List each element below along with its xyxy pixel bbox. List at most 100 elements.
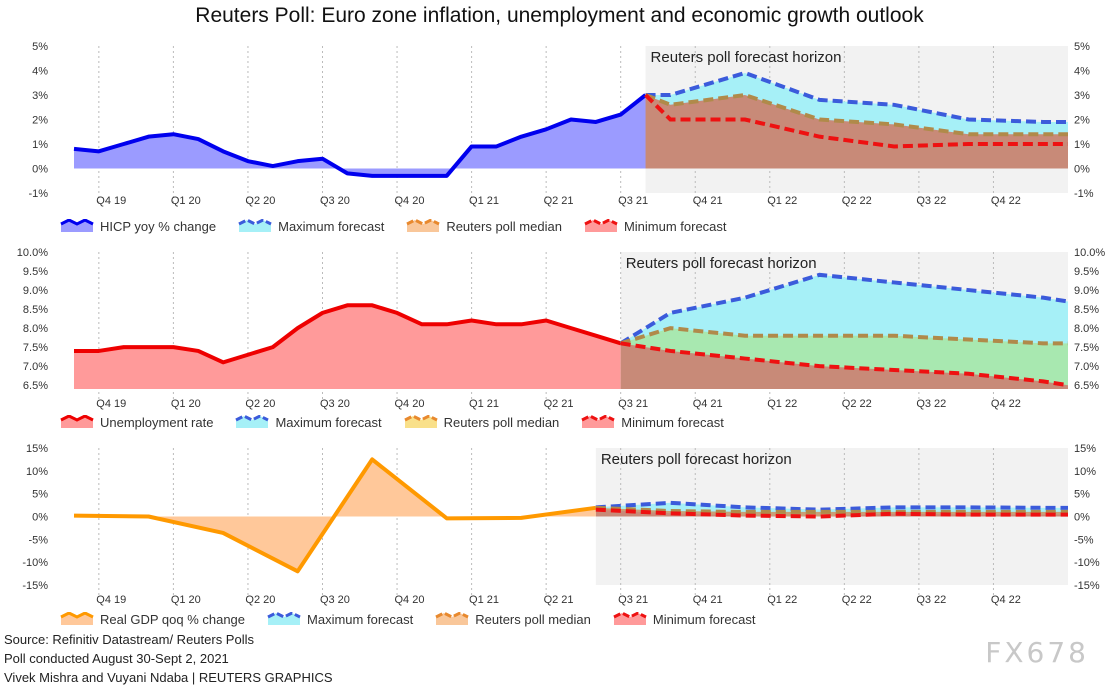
unemployment-quarter-label: Q2 21	[544, 398, 574, 410]
gdp-quarter-label: Q3 22	[916, 594, 946, 606]
inflation-forecast-label: Reuters poll forecast horizon	[651, 49, 842, 66]
gdp-quarter-label: Q4 19	[96, 594, 126, 606]
gdp-quarter-label: Q3 20	[320, 594, 350, 606]
legend-label-infl-median: Reuters poll median	[446, 218, 562, 234]
unemployment-quarter-label: Q1 21	[469, 398, 499, 410]
inflation-legend: HICP yoy % change Maximum forecast Reute…	[60, 217, 749, 235]
legend-swatch-gdp-median	[435, 612, 469, 625]
legend-item-infl-max: Maximum forecast	[238, 219, 384, 234]
inflation-quarter-label: Q1 21	[469, 195, 499, 207]
unemployment-forecast-label: Reuters poll forecast horizon	[626, 255, 817, 272]
unemployment-legend: Unemployment rate Maximum forecast Reute…	[60, 413, 746, 431]
legend-swatch-infl-max	[238, 219, 272, 232]
unemployment-quarter-label: Q3 21	[618, 398, 648, 410]
legend-swatch-unemp	[60, 415, 94, 428]
legend-label-unemp-max: Maximum forecast	[275, 414, 382, 430]
unemployment-ytick-right: 6.5%	[1074, 380, 1099, 392]
gdp-quarter-label: Q4 20	[394, 594, 424, 606]
inflation-min-area	[645, 95, 1068, 169]
unemployment-min-area	[620, 343, 1068, 389]
inflation-min-line	[644, 93, 1068, 149]
legend-swatch-hicp	[60, 219, 94, 232]
legend-item-unemp-median: Reuters poll median	[403, 414, 560, 430]
legend-swatch-gdp-min	[613, 612, 647, 625]
unemployment-median-line	[620, 326, 1068, 346]
legend-label-unemp-median: Reuters poll median	[443, 414, 560, 430]
inflation-max-line	[645, 70, 1068, 124]
gdp-ytick-left: -15%	[22, 580, 48, 592]
unemployment-quarter-label: Q3 20	[320, 398, 350, 410]
unemployment-quarter-label: Q2 20	[245, 398, 275, 410]
gdp-ytick-right: 15%	[1074, 443, 1096, 455]
legend-label-gdp: Real GDP qoq % change	[100, 611, 246, 627]
unemployment-ytick-left: 8.0%	[23, 323, 48, 335]
inflation-quarter-label: Q1 22	[767, 195, 797, 207]
watermark: FX678	[985, 636, 1089, 669]
gdp-legend: Real GDP qoq % change Maximum forecast R…	[60, 610, 777, 628]
legend-label-unemp: Unemployment rate	[100, 414, 214, 430]
legend-swatch-gdp	[60, 612, 94, 625]
inflation-quarter-label: Q3 20	[320, 195, 350, 207]
inflation-quarter-label: Q2 21	[544, 195, 574, 207]
gdp-ytick-left: -10%	[22, 557, 48, 569]
inflation-quarter-label: Q4 19	[96, 195, 126, 207]
inflation-ytick-right: 3%	[1074, 90, 1090, 102]
inflation-ytick-left: 0%	[32, 164, 48, 176]
legend-item-hicp: HICP yoy % change	[60, 219, 216, 234]
gdp-quarter-label: Q1 22	[767, 594, 797, 606]
gdp-ytick-left: 10%	[26, 466, 48, 478]
credit-note: Vivek Mishra and Vuyani Ndaba | REUTERS …	[4, 670, 333, 685]
legend-label-gdp-min: Minimum forecast	[652, 611, 756, 627]
legend-swatch-unemp-max	[235, 415, 270, 428]
legend-label-unemp-min: Minimum forecast	[621, 414, 724, 430]
gdp-quarter-label: Q1 20	[171, 594, 201, 606]
inflation-ytick-left: 5%	[32, 41, 48, 53]
legend-swatch-infl-median	[406, 219, 440, 232]
gdp-quarter-label: Q4 21	[693, 594, 723, 606]
unemployment-ytick-left: 6.5%	[23, 380, 48, 392]
inflation-actual-area	[74, 95, 646, 176]
gdp-ytick-left: -5%	[28, 534, 48, 546]
inflation-ytick-right: 5%	[1074, 41, 1090, 53]
unemployment-chart: Q4 19 Q1 20 Q2 20 Q3 20 Q4 20 Q1 21 Q2 21 Q3 21…	[17, 247, 1106, 410]
unemployment-ytick-right: 9.5%	[1074, 266, 1099, 278]
gdp-quarter-label: Q4 22	[991, 594, 1021, 606]
legend-item-gdp-min: Minimum forecast	[613, 611, 756, 627]
gdp-quarter-label: Q3 21	[618, 594, 648, 606]
gdp-ytick-right: 10%	[1074, 466, 1096, 478]
unemployment-ytick-left: 9.0%	[23, 285, 48, 297]
inflation-quarter-label: Q4 22	[991, 195, 1021, 207]
gdp-quarter-label: Q2 21	[544, 594, 574, 606]
gdp-ytick-right: 5%	[1074, 489, 1090, 501]
unemployment-max-line	[619, 272, 1069, 346]
unemployment-ytick-left: 8.5%	[23, 304, 48, 316]
gdp-ytick-right: 0%	[1074, 512, 1090, 524]
legend-item-unemp-max: Maximum forecast	[235, 414, 382, 430]
unemployment-ytick-right: 8.0%	[1074, 323, 1099, 335]
legend-swatch-infl-min	[584, 219, 618, 232]
gdp-ytick-right: -10%	[1074, 557, 1100, 569]
inflation-actual-line	[73, 93, 647, 178]
gdp-ytick-right: -15%	[1074, 580, 1100, 592]
legend-label-gdp-max: Maximum forecast	[307, 611, 414, 627]
legend-item-infl-min: Minimum forecast	[584, 219, 727, 234]
legend-item-unemp-min: Minimum forecast	[581, 415, 724, 430]
source-note: Source: Refinitiv Datastream/ Reuters Po…	[4, 632, 254, 647]
unemployment-ytick-right: 7.0%	[1074, 361, 1099, 373]
legend-item-unemp: Unemployment rate	[60, 415, 213, 430]
inflation-ytick-right: 0%	[1074, 164, 1090, 176]
inflation-ytick-left: 2%	[32, 115, 48, 127]
inflation-quarter-label: Q2 22	[842, 195, 872, 207]
inflation-ytick-right: 2%	[1074, 115, 1090, 127]
gdp-chart: Q4 19 Q1 20 Q2 20 Q3 20 Q4 20 Q1 21 Q2 21 Q3 21…	[22, 443, 1100, 606]
inflation-quarter-label: Q3 21	[618, 195, 648, 207]
legend-item-gdp: Real GDP qoq % change	[60, 612, 245, 627]
inflation-ytick-left: 1%	[32, 139, 48, 151]
unemployment-quarter-label: Q1 22	[767, 398, 797, 410]
unemployment-ytick-left: 7.5%	[23, 342, 48, 354]
unemployment-actual-line	[74, 303, 622, 365]
legend-label-infl-min: Minimum forecast	[623, 218, 727, 234]
unemployment-quarter-label: Q4 21	[693, 398, 723, 410]
unemployment-actual-area	[74, 305, 621, 389]
unemployment-quarter-label: Q2 22	[842, 398, 872, 410]
